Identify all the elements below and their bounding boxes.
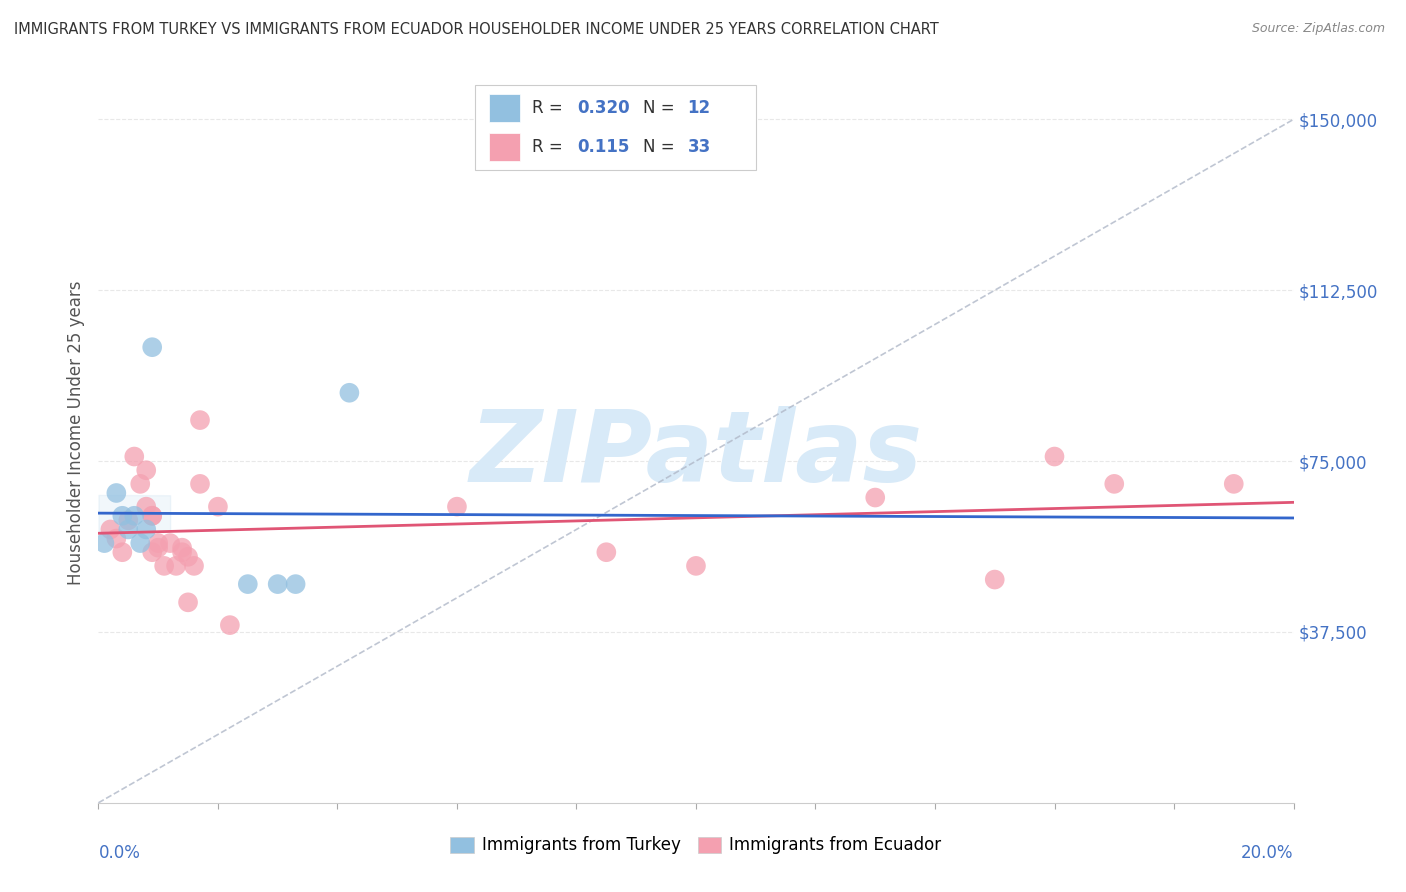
Point xyxy=(117,513,139,527)
Point xyxy=(135,463,157,477)
Point xyxy=(1223,476,1246,491)
Point xyxy=(98,523,122,537)
Point xyxy=(153,558,176,573)
Point xyxy=(135,523,157,537)
Text: 20.0%: 20.0% xyxy=(1241,844,1294,862)
Point xyxy=(159,536,181,550)
Point xyxy=(267,577,290,591)
Point xyxy=(165,558,187,573)
Point xyxy=(188,413,211,427)
FancyBboxPatch shape xyxy=(489,133,520,161)
Point xyxy=(865,491,887,505)
Point xyxy=(111,508,134,523)
Point xyxy=(1043,450,1066,464)
Point xyxy=(111,545,134,559)
FancyBboxPatch shape xyxy=(489,94,520,121)
Text: ZIPatlas: ZIPatlas xyxy=(470,407,922,503)
Text: 33: 33 xyxy=(688,138,711,156)
Point xyxy=(172,545,194,559)
Text: N =: N = xyxy=(644,99,681,117)
Point xyxy=(339,385,361,400)
Point xyxy=(236,577,259,591)
Point xyxy=(177,595,200,609)
Point xyxy=(141,508,163,523)
Point xyxy=(685,558,707,573)
Point xyxy=(1104,476,1126,491)
Point xyxy=(141,340,163,354)
Text: 0.0%: 0.0% xyxy=(98,844,141,862)
Text: 12: 12 xyxy=(688,99,710,117)
Text: 0.115: 0.115 xyxy=(578,138,630,156)
Point xyxy=(117,523,139,537)
Point xyxy=(984,573,1007,587)
Point xyxy=(141,508,163,523)
Point xyxy=(124,450,146,464)
Point xyxy=(124,508,146,523)
Point xyxy=(219,618,242,632)
Point xyxy=(183,558,205,573)
Point xyxy=(595,545,617,559)
Point xyxy=(148,536,170,550)
Point xyxy=(129,536,152,550)
Legend: Immigrants from Turkey, Immigrants from Ecuador: Immigrants from Turkey, Immigrants from … xyxy=(444,830,948,861)
Point xyxy=(105,486,128,500)
Point xyxy=(141,545,163,559)
Point xyxy=(129,476,152,491)
Point xyxy=(207,500,229,514)
Point xyxy=(188,476,211,491)
FancyBboxPatch shape xyxy=(475,85,756,169)
Point xyxy=(284,577,307,591)
Text: R =: R = xyxy=(533,138,568,156)
Text: N =: N = xyxy=(644,138,681,156)
Point xyxy=(172,541,194,555)
Point xyxy=(446,500,468,514)
Y-axis label: Householder Income Under 25 years: Householder Income Under 25 years xyxy=(66,280,84,585)
Text: R =: R = xyxy=(533,99,568,117)
Point xyxy=(93,536,115,550)
Text: IMMIGRANTS FROM TURKEY VS IMMIGRANTS FROM ECUADOR HOUSEHOLDER INCOME UNDER 25 YE: IMMIGRANTS FROM TURKEY VS IMMIGRANTS FRO… xyxy=(14,22,939,37)
Point xyxy=(177,549,200,564)
Point xyxy=(105,532,128,546)
Point xyxy=(135,500,157,514)
Point xyxy=(148,541,170,555)
Text: 0.320: 0.320 xyxy=(578,99,630,117)
Text: Source: ZipAtlas.com: Source: ZipAtlas.com xyxy=(1251,22,1385,36)
